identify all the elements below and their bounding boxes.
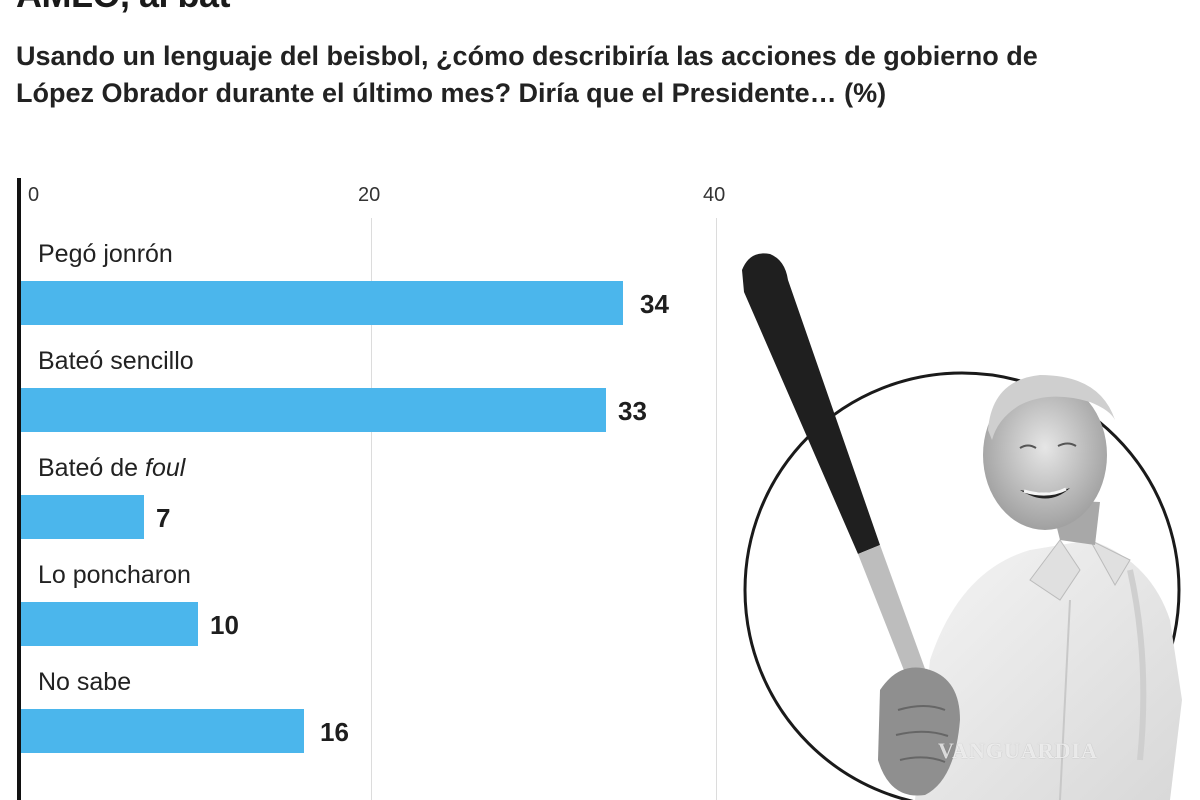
bar-chart: 0 20 40 Pegó jonrón 34 Bateó sencillo 33… <box>0 178 740 800</box>
bar <box>21 709 304 753</box>
category-label-italic: foul <box>145 454 186 482</box>
category-label: Lo poncharon <box>38 561 191 589</box>
bar <box>21 495 144 539</box>
category-label: Bateó de foul <box>38 454 185 483</box>
value-label: 33 <box>618 396 647 426</box>
president-with-bat-photo <box>730 240 1200 800</box>
category-label: Pegó jonrón <box>38 240 173 268</box>
circle-frame <box>743 371 1181 800</box>
value-label: 34 <box>640 289 669 319</box>
bar <box>21 602 198 646</box>
gridline-40 <box>716 218 717 800</box>
bar <box>21 388 606 432</box>
value-label: 16 <box>320 717 349 747</box>
x-tick-0: 0 <box>28 184 40 206</box>
chart-title: AMLO, al bat <box>16 0 231 16</box>
category-label-plain: Bateó de <box>38 454 146 482</box>
category-label: Bateó sencillo <box>38 347 194 375</box>
bar <box>21 281 623 325</box>
category-label: No sabe <box>38 668 132 696</box>
chart-subtitle: Usando un lenguaje del beisbol, ¿cómo de… <box>16 41 1038 108</box>
value-label: 10 <box>210 610 239 640</box>
x-tick-40: 40 <box>703 184 726 206</box>
x-tick-20: 20 <box>358 184 381 206</box>
value-label: 7 <box>156 503 171 533</box>
watermark: VANGUARDIA <box>938 738 1098 763</box>
gridline-20 <box>371 218 372 800</box>
y-axis-line <box>17 178 21 800</box>
